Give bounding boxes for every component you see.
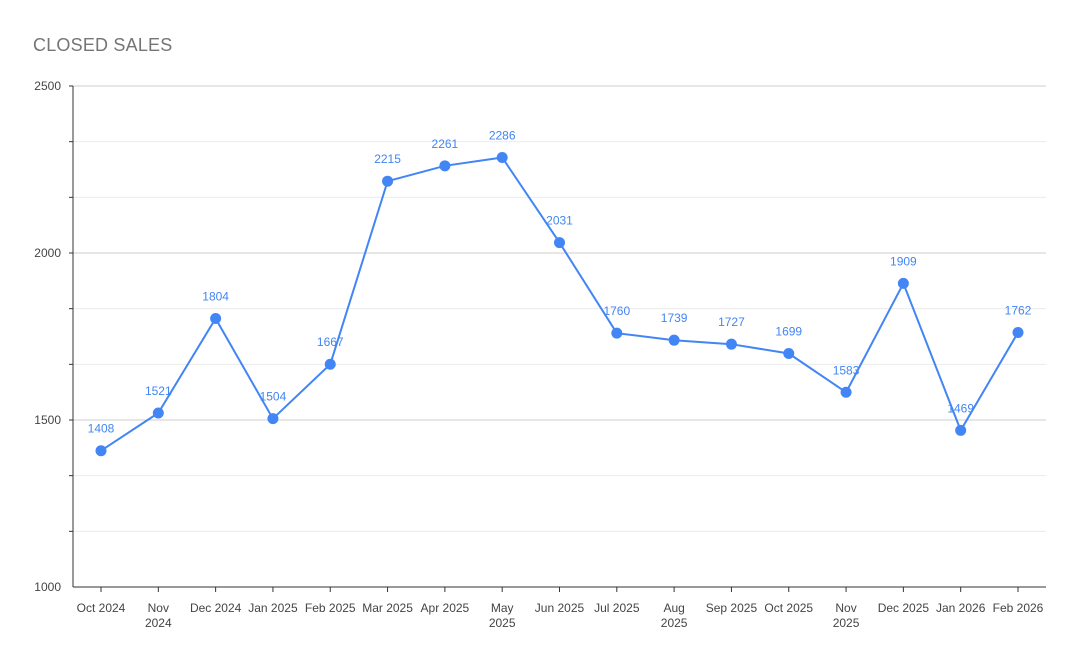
data-points [95, 151, 1024, 457]
x-tick-label: Nov 2025 [833, 601, 860, 630]
data-label: 2031 [546, 214, 573, 228]
x-tick-label: Sep 2025 [706, 601, 758, 615]
y-tick-label: 1000 [34, 580, 61, 594]
data-point [840, 386, 852, 398]
data-point [955, 424, 967, 436]
data-point [611, 327, 623, 339]
data-point [439, 160, 451, 172]
chart-title: CLOSED SALES [33, 35, 173, 55]
data-point [725, 338, 737, 350]
data-point [554, 237, 565, 249]
x-tick-label: Oct 2025 [764, 601, 813, 615]
x-tick-label: Feb 2026 [993, 601, 1044, 615]
x-tick-label: Nov 2024 [145, 601, 172, 630]
data-label: 1521 [145, 384, 172, 398]
x-tick-label: Jul 2025 [594, 601, 640, 615]
data-point [324, 358, 336, 370]
x-tick-label: Feb 2025 [305, 601, 356, 615]
x-axis-ticks: Oct 2024 Nov 2024 Dec 2024 Jan 2025 Feb 2025 M… [77, 587, 1044, 630]
data-label: 1804 [202, 289, 229, 303]
x-tick-label: Oct 2024 [77, 601, 126, 615]
data-label: 1699 [775, 325, 802, 339]
x-tick-label: Mar 2025 [362, 601, 413, 615]
data-point [267, 413, 279, 425]
x-tick-label: Jan 2025 [248, 601, 298, 615]
data-point [382, 175, 394, 187]
x-tick-label: Apr 2025 [421, 601, 470, 615]
data-label: 1762 [1005, 303, 1032, 317]
data-label: 1583 [833, 363, 860, 377]
x-tick-label: Jun 2025 [535, 601, 585, 615]
data-label: 2286 [489, 128, 516, 142]
series-line [100, 156, 1019, 452]
data-point [1012, 326, 1024, 338]
x-tick-label: May 2025 [489, 601, 516, 630]
data-point [152, 407, 164, 419]
x-tick-label: Jan 2026 [936, 601, 986, 615]
y-axis-ticks: 1000 1500 2000 2500 [34, 79, 73, 594]
axes [72, 86, 1046, 588]
data-label: 2261 [432, 137, 459, 151]
data-label: 1909 [890, 254, 917, 268]
data-point [783, 348, 795, 360]
data-label: 2215 [374, 152, 401, 166]
y-tick-label: 1500 [34, 413, 61, 427]
data-point [668, 334, 680, 346]
x-tick-label: Aug 2025 [661, 601, 688, 630]
data-point [496, 151, 508, 163]
y-tick-label: 2500 [34, 79, 61, 93]
data-label: 1667 [317, 335, 344, 349]
data-point [897, 277, 909, 289]
x-tick-label: Dec 2025 [878, 601, 930, 615]
x-tick-label: Dec 2024 [190, 601, 242, 615]
data-label: 1739 [661, 311, 688, 325]
data-label: 1504 [260, 390, 287, 404]
gridlines [73, 85, 1046, 532]
data-label: 1408 [88, 422, 115, 436]
data-label: 1469 [947, 401, 974, 415]
data-labels: 1408 1521 1804 1504 1667 2215 2261 2286 2031 1760… [88, 128, 1032, 435]
data-label: 1760 [603, 304, 630, 318]
data-label: 1727 [718, 315, 745, 329]
y-tick-label: 2000 [34, 246, 61, 260]
data-point [210, 312, 222, 324]
data-point [95, 445, 107, 457]
